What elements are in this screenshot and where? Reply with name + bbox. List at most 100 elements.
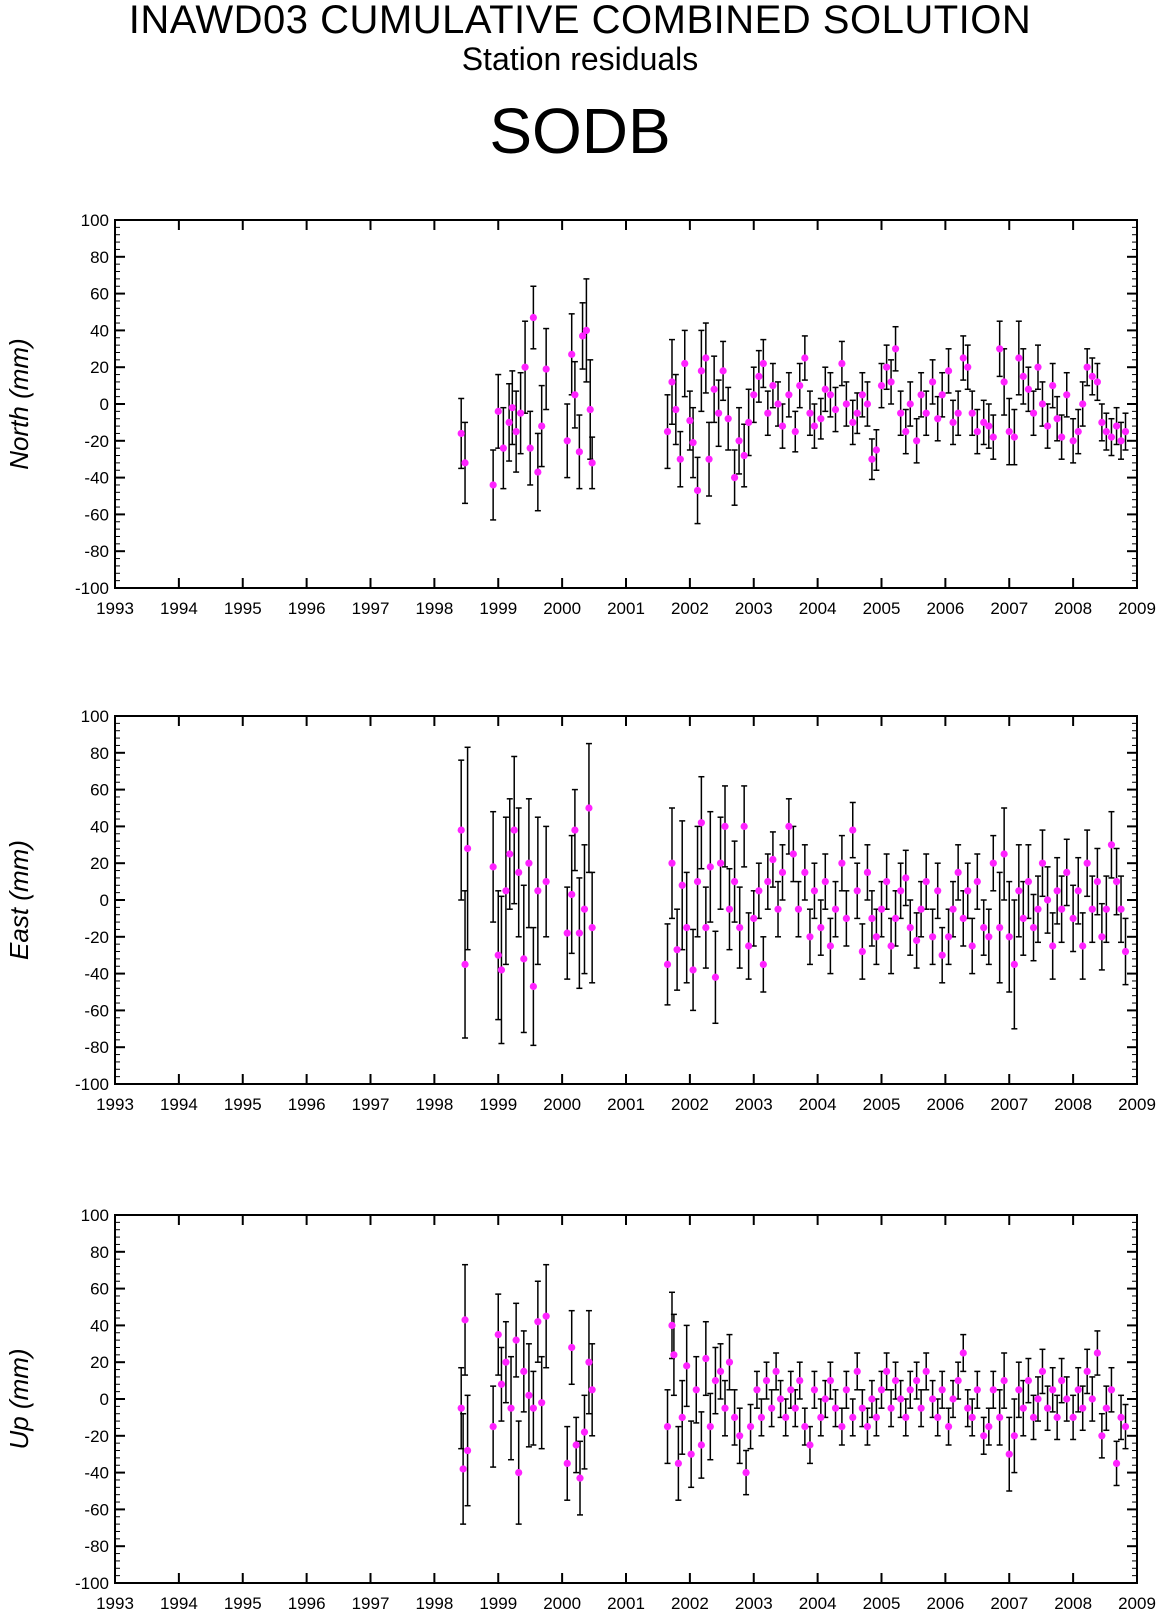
data-point: [1117, 437, 1125, 445]
data-point: [954, 868, 962, 877]
data-point: [1053, 415, 1061, 423]
data-point: [968, 409, 976, 417]
data-point: [724, 415, 732, 423]
data-point: [934, 1413, 942, 1421]
data-point: [1024, 385, 1033, 393]
data-point: [794, 905, 803, 913]
data-point: [740, 822, 748, 831]
data-point: [457, 429, 465, 438]
data-point: [1019, 914, 1027, 923]
data-point: [736, 1432, 744, 1440]
data-point: [668, 1321, 676, 1329]
data-point: [1098, 418, 1106, 426]
data-point: [902, 428, 910, 436]
data-point: [922, 409, 930, 417]
x-tick-label: 1995: [224, 599, 262, 618]
data-point: [1121, 1423, 1130, 1431]
data-point: [922, 1367, 930, 1375]
x-tick-label: 1998: [415, 1594, 453, 1613]
x-tick-label: 2008: [1054, 599, 1092, 618]
data-point: [858, 391, 866, 399]
data-point: [887, 1404, 895, 1412]
data-point: [1049, 382, 1057, 390]
data-point: [750, 914, 758, 923]
data-point: [776, 1395, 785, 1403]
data-point: [796, 1377, 804, 1385]
main-title: INAWD03 CUMULATIVE COMBINED SOLUTION: [128, 0, 1032, 42]
data-point: [517, 409, 525, 417]
data-point: [985, 933, 993, 941]
data-point: [789, 850, 797, 858]
x-tick-label: 1998: [415, 1095, 453, 1114]
data-point: [1015, 887, 1023, 895]
data-point: [810, 887, 819, 895]
data-point: [1024, 878, 1033, 886]
data-point: [586, 405, 594, 414]
data-point: [1053, 887, 1061, 895]
data-point: [457, 1404, 465, 1412]
data-point: [1053, 1413, 1061, 1421]
data-point: [1005, 933, 1013, 941]
data-point: [1083, 363, 1091, 371]
data-point: [1107, 1386, 1116, 1394]
data-point: [497, 966, 506, 974]
data-point: [520, 955, 528, 963]
data-point: [906, 924, 914, 932]
data-point: [785, 822, 793, 831]
data-point: [1038, 400, 1047, 408]
data-point: [949, 418, 957, 426]
data-point: [575, 448, 583, 456]
data-point: [785, 391, 793, 399]
x-tick-label: 1996: [288, 599, 326, 618]
data-point: [515, 1469, 523, 1477]
data-point: [529, 1404, 537, 1412]
data-point: [687, 1450, 695, 1458]
data-point: [996, 345, 1004, 353]
data-point: [934, 415, 942, 423]
data-point: [980, 924, 988, 932]
data-point: [463, 1446, 472, 1455]
data-point: [801, 868, 809, 877]
data-point: [1074, 887, 1082, 895]
data-point: [693, 878, 702, 886]
data-point: [580, 1428, 589, 1436]
plot-frame: [114, 1214, 1138, 1584]
data-point: [801, 354, 809, 362]
data-point: [863, 1423, 872, 1431]
data-point: [663, 1423, 672, 1431]
y-tick-label: -40: [84, 1464, 109, 1483]
data-point: [917, 391, 925, 399]
data-point: [764, 409, 772, 417]
data-point: [706, 1423, 714, 1431]
x-tick-label: 2001: [607, 1594, 645, 1613]
data-point: [868, 1395, 876, 1403]
x-tick-label: 2004: [799, 1594, 837, 1613]
x-tick-label: 1995: [224, 1095, 262, 1114]
y-tick-label: 60: [90, 781, 109, 800]
data-point: [817, 924, 825, 932]
data-point: [831, 405, 840, 414]
data-point: [917, 905, 925, 913]
data-point: [580, 905, 589, 913]
x-tick-label: 2002: [671, 1594, 709, 1613]
data-point: [922, 878, 930, 886]
data-point: [506, 850, 514, 858]
data-point: [689, 966, 697, 974]
data-point: [692, 1386, 700, 1394]
data-point: [681, 359, 689, 368]
x-tick-label: 2002: [671, 1095, 709, 1114]
data-point: [929, 1395, 937, 1403]
data-point: [973, 428, 981, 436]
y-tick-label: -100: [75, 1574, 109, 1593]
y-tick-label: -40: [84, 965, 109, 984]
y-tick-label: -40: [84, 469, 109, 488]
data-point: [725, 905, 734, 913]
data-point: [831, 905, 840, 913]
x-tick-label: 1994: [160, 599, 198, 618]
y-tick-label: 0: [100, 395, 109, 414]
data-point: [721, 1404, 729, 1412]
data-point: [563, 1459, 571, 1467]
data-point: [529, 313, 537, 322]
data-point: [693, 486, 702, 495]
data-point: [877, 382, 886, 390]
